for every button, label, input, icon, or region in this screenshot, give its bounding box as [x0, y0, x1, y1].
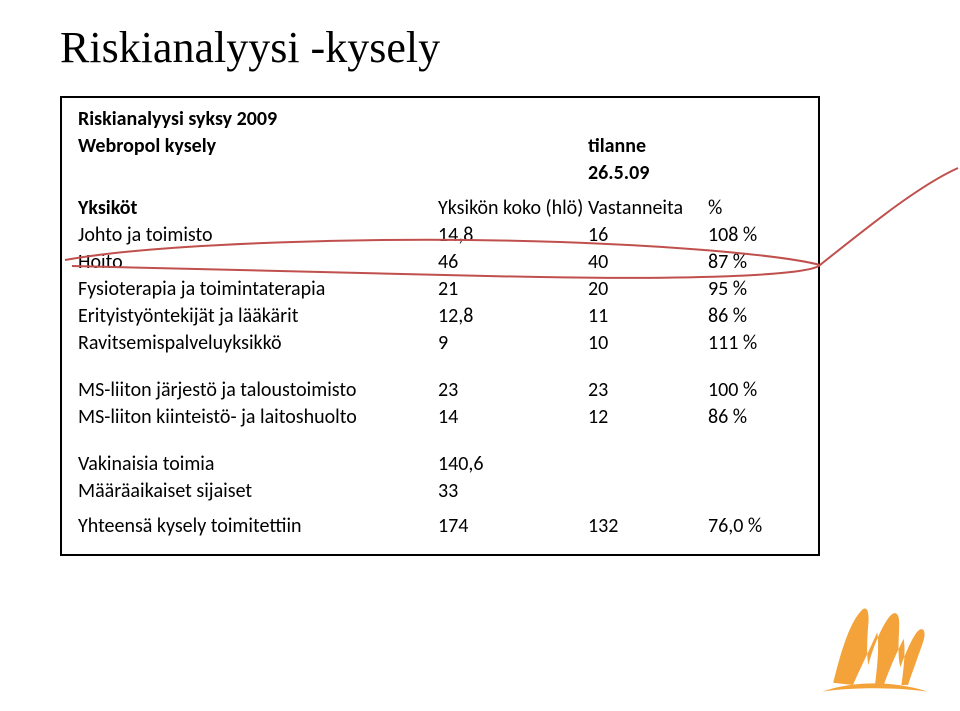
cell: Määräaikaiset sijaiset: [78, 478, 438, 505]
table-row: MS-liiton kiinteistö- ja laitoshuolto 14…: [78, 404, 802, 431]
subtitle-2-date: tilanne 26.5.09: [588, 133, 708, 187]
table-row: MS-liiton järjestö ja taloustoimisto 23 …: [78, 377, 802, 404]
table-row: Ravitsemispalveluyksikkö 9 10 111 %: [78, 330, 802, 357]
table-row: Johto ja toimisto 14,8 16 108 %: [78, 222, 802, 249]
table-total-row: Yhteensä kysely toimitettiin 174 132 76,…: [78, 513, 802, 540]
col-header-2: Yksikön koko (hlö): [438, 195, 588, 222]
annotation-curve-right: [820, 168, 958, 265]
cell: 12,8: [438, 303, 588, 330]
cell: 16: [588, 222, 708, 249]
cell: 10: [588, 330, 708, 357]
table-row: Määräaikaiset sijaiset 33: [78, 478, 802, 505]
cell: 12: [588, 404, 708, 431]
table-row: Vakinaisia toimia 140,6: [78, 451, 802, 478]
table-row: Erityistyöntekijät ja lääkärit 12,8 11 8…: [78, 303, 802, 330]
cell: 23: [438, 377, 588, 404]
cell: 111 %: [708, 330, 788, 357]
cell: Fysioterapia ja toimintaterapia: [78, 276, 438, 303]
page-title: Riskianalyysi -kysely: [60, 22, 440, 73]
cell: 132: [588, 513, 708, 540]
cell: 14,8: [438, 222, 588, 249]
col-header-4: %: [708, 195, 788, 222]
cell: MS-liiton järjestö ja taloustoimisto: [78, 377, 438, 404]
cell: 100 %: [708, 377, 788, 404]
data-table: Riskianalyysi syksy 2009 Webropol kysely…: [60, 96, 820, 556]
cell: Ravitsemispalveluyksikkö: [78, 330, 438, 357]
cell: 108 %: [708, 222, 788, 249]
table-row: Hoito 46 40 87 %: [78, 249, 802, 276]
cell: 9: [438, 330, 588, 357]
cell: 86 %: [708, 303, 788, 330]
cell: 46: [438, 249, 588, 276]
cell: Yhteensä kysely toimitettiin: [78, 513, 438, 540]
col-header-3: Vastanneita: [588, 195, 708, 222]
cell: MS-liiton kiinteistö- ja laitoshuolto: [78, 404, 438, 431]
cell: 86 %: [708, 404, 788, 431]
subtitle-1: Riskianalyysi syksy 2009: [78, 106, 438, 133]
cell: 23: [588, 377, 708, 404]
cell: 76,0 %: [708, 513, 788, 540]
cell: 21: [438, 276, 588, 303]
cell: Erityistyöntekijät ja lääkärit: [78, 303, 438, 330]
subtitle-2-label: Webropol kysely: [78, 133, 438, 160]
col-header-1: Yksiköt: [78, 195, 438, 222]
cell: 11: [588, 303, 708, 330]
cell: 20: [588, 276, 708, 303]
cell: 33: [438, 478, 588, 505]
cell: Hoito: [78, 249, 438, 276]
cell: 140,6: [438, 451, 588, 478]
cell: 95 %: [708, 276, 788, 303]
cell: 40: [588, 249, 708, 276]
cell: 14: [438, 404, 588, 431]
cell: 174: [438, 513, 588, 540]
cell: 87 %: [708, 249, 788, 276]
cell: Johto ja toimisto: [78, 222, 438, 249]
table-row: Fysioterapia ja toimintaterapia 21 20 95…: [78, 276, 802, 303]
logo-icon: [820, 586, 930, 696]
cell: Vakinaisia toimia: [78, 451, 438, 478]
